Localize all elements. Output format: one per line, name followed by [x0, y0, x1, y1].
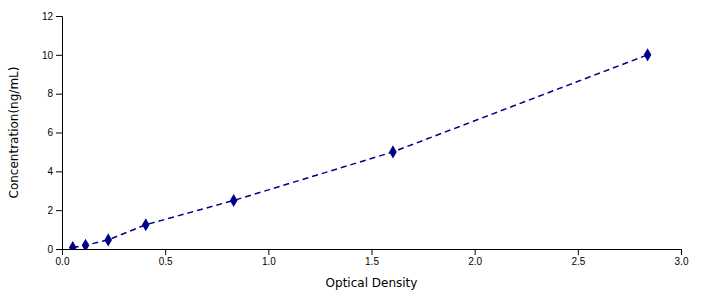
tick-mark — [372, 249, 373, 255]
tick-mark — [56, 249, 62, 250]
axis-line — [63, 250, 682, 256]
tick-mark — [56, 171, 62, 172]
data-point — [82, 239, 90, 249]
tick-mark — [165, 249, 166, 255]
tick-label: 2.0 — [468, 256, 482, 267]
data-line — [73, 55, 648, 248]
plot-area: 0.0 0.5 1.0 1.5 2.0 2.5 3.0 0 2 4 6 8 10 12 Optical De… — [7, 11, 689, 290]
tick: 1.5 — [365, 249, 379, 267]
tick-mark — [56, 210, 62, 211]
tick: 0.0 — [56, 249, 70, 267]
x-axis-title: Optical Density — [326, 276, 418, 290]
tick-label: 1.5 — [365, 256, 379, 267]
tick-mark — [578, 249, 579, 255]
tick-mark — [56, 133, 62, 134]
x-axis: 0.0 0.5 1.0 1.5 2.0 2.5 3.0 — [56, 249, 689, 267]
tick: 4 — [47, 166, 62, 177]
axis-line — [56, 17, 63, 250]
tick-label: 3.0 — [675, 256, 689, 267]
tick-mark — [268, 249, 269, 255]
data-point — [142, 218, 150, 231]
tick-mark — [56, 16, 62, 17]
tick-label: 4 — [47, 166, 53, 177]
data-point — [104, 233, 112, 246]
tick-mark — [681, 249, 682, 255]
tick-label: 0 — [47, 244, 53, 255]
tick: 2.0 — [468, 249, 482, 267]
tick-label: 8 — [47, 88, 53, 99]
tick-label: 6 — [47, 127, 53, 138]
y-axis-title: Concentration(ng/mL) — [7, 67, 21, 199]
tick: 3.0 — [675, 249, 689, 267]
series — [69, 48, 651, 249]
tick-label: 1.0 — [262, 256, 276, 267]
tick: 8 — [47, 88, 62, 99]
data-point — [389, 145, 397, 158]
tick-label: 2.5 — [571, 256, 585, 267]
tick: 12 — [42, 11, 62, 22]
tick-label: 12 — [42, 11, 54, 22]
tick: 0 — [47, 244, 62, 255]
tick-label: 0.5 — [159, 256, 173, 267]
data-point — [69, 241, 77, 249]
y-axis: 0 2 4 6 8 10 12 — [42, 11, 63, 255]
tick: 6 — [47, 127, 62, 138]
tick: 2 — [47, 205, 62, 216]
tick: 10 — [42, 50, 62, 61]
data-point — [230, 194, 238, 207]
tick: 2.5 — [571, 249, 585, 267]
data-point — [644, 48, 652, 61]
chart-container: 0.0 0.5 1.0 1.5 2.0 2.5 3.0 0 2 4 6 8 10 12 Optical De… — [0, 0, 705, 297]
tick-mark — [475, 249, 476, 255]
tick-label: 0.0 — [56, 256, 70, 267]
chart-svg: 0.0 0.5 1.0 1.5 2.0 2.5 3.0 0 2 4 6 8 10 12 Optical De… — [0, 0, 705, 297]
tick: 0.5 — [159, 249, 173, 267]
tick-mark — [56, 55, 62, 56]
tick-label: 10 — [42, 50, 54, 61]
tick-mark — [56, 94, 62, 95]
tick-label: 2 — [47, 205, 53, 216]
tick: 1.0 — [262, 249, 276, 267]
